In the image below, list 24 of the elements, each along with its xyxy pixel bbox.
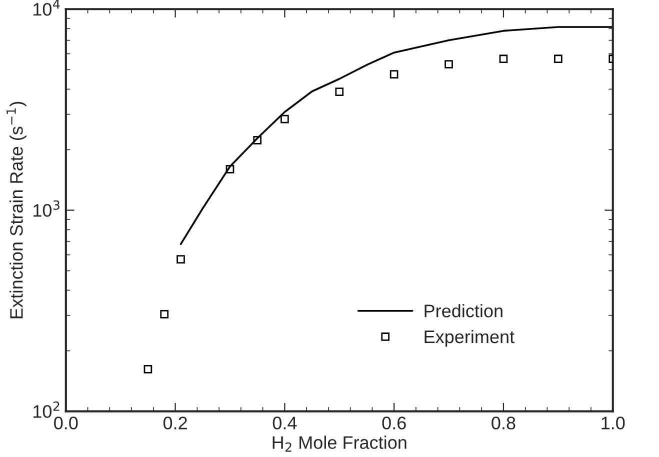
x-tick-label: 0.0	[54, 416, 78, 430]
x-tick-label: 0.8	[492, 416, 516, 430]
x-tick-label: 0.6	[382, 416, 406, 430]
point	[499, 54, 508, 64]
legend-label: Experiment	[424, 330, 514, 347]
x-tick-label: 0.2	[163, 416, 187, 430]
point	[226, 165, 234, 174]
point	[554, 54, 562, 64]
line-series	[180, 26, 613, 246]
x-tick-label: 1.0	[602, 416, 625, 430]
point	[280, 114, 289, 124]
y-axis-title: Extinction Strain Rate (s$^{−1}$)	[6, 102, 26, 318]
point	[160, 310, 169, 318]
x-tick-label: 0.4	[272, 416, 297, 430]
point	[176, 255, 185, 264]
point	[144, 365, 152, 374]
point	[444, 60, 453, 68]
point	[390, 70, 398, 78]
point	[253, 136, 262, 144]
x-axis-title: H$_{2}$ Mole Fraction	[272, 436, 406, 452]
point	[335, 88, 344, 96]
y-tick-label: 10$^{3}$	[34, 200, 60, 217]
legend-label: Prediction	[424, 304, 502, 318]
y-tick-label: 10$^{2}$	[34, 401, 60, 418]
